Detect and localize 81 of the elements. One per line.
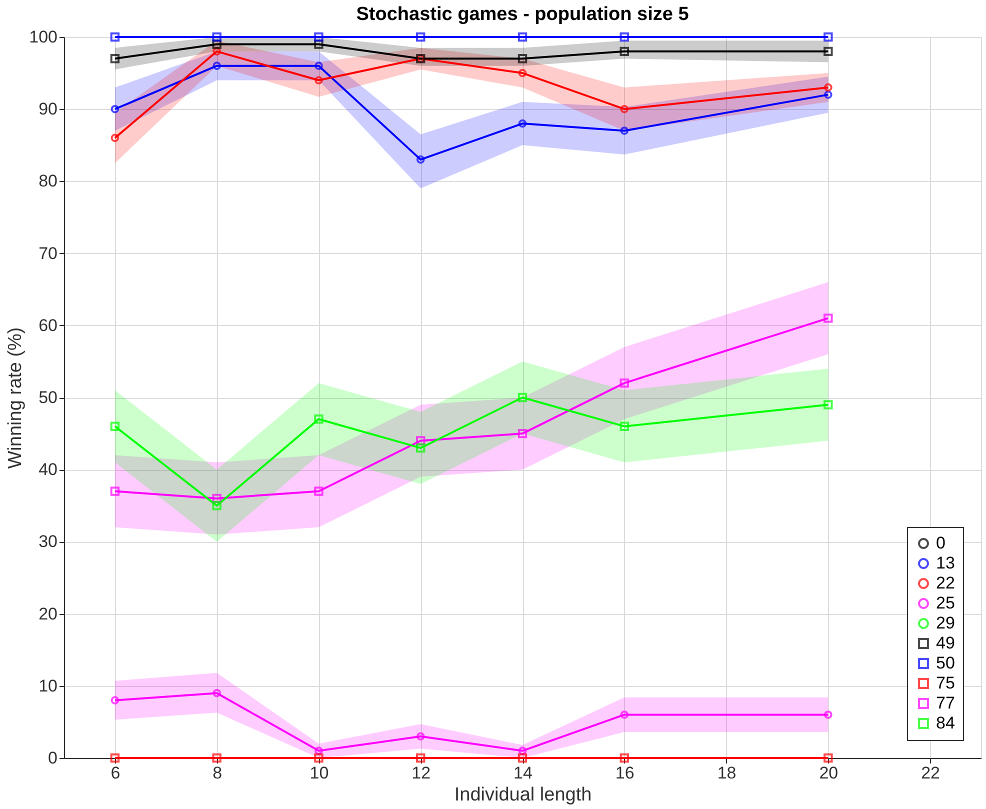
legend-label: 49 [936, 634, 955, 652]
legend-label: 13 [936, 554, 955, 572]
x-tick-label: 22 [921, 764, 940, 782]
point [314, 76, 323, 84]
point [212, 47, 221, 56]
point [314, 753, 324, 763]
point [824, 32, 833, 42]
point [416, 436, 426, 446]
point [110, 32, 120, 42]
x-tick-label: 6 [110, 764, 120, 782]
point [314, 414, 324, 424]
point [518, 32, 528, 42]
y-tick-label: 20 [38, 604, 58, 624]
x-tick-label: 20 [819, 764, 838, 782]
point [518, 428, 528, 438]
point [824, 314, 833, 323]
y-tick-label: 0 [48, 748, 58, 768]
x-tick-label: 10 [310, 764, 329, 782]
point [314, 746, 323, 755]
point [620, 104, 629, 114]
x-tick-label: 8 [212, 764, 222, 782]
legend-label: 77 [936, 694, 955, 712]
point [212, 40, 222, 49]
point [620, 378, 629, 388]
y-tick-label: 10 [38, 676, 58, 696]
point [416, 753, 426, 763]
point [620, 422, 629, 431]
point [416, 443, 426, 453]
legend-label: 84 [936, 714, 955, 732]
y-tick-label: 60 [38, 316, 58, 335]
point [518, 392, 528, 402]
y-tick-label: 50 [38, 388, 58, 407]
point [416, 155, 425, 164]
point [416, 32, 426, 42]
point [212, 32, 222, 42]
x-axis-title: Individual length [454, 784, 592, 806]
point [620, 753, 629, 763]
point [110, 54, 120, 64]
point [518, 54, 528, 64]
legend-label: 25 [936, 594, 955, 612]
point [212, 753, 222, 763]
point [314, 62, 323, 70]
legend-label: 50 [936, 654, 955, 672]
y-tick-label: 30 [38, 532, 58, 552]
point [416, 732, 425, 741]
point [620, 46, 629, 56]
point [518, 753, 528, 763]
point [620, 126, 629, 135]
point [314, 486, 324, 496]
legend-label: 22 [936, 574, 955, 592]
point [620, 32, 629, 42]
point [314, 40, 324, 49]
point [110, 422, 120, 431]
x-tick-label: 16 [615, 764, 634, 782]
point [824, 46, 833, 56]
y-tick-label: 90 [38, 100, 58, 119]
point [518, 746, 527, 755]
point [518, 119, 527, 128]
point [314, 32, 324, 42]
x-tick-label: 18 [717, 764, 736, 782]
point [620, 710, 629, 719]
y-tick-label: 40 [38, 460, 58, 480]
y-tick-label: 80 [38, 172, 58, 191]
chart-title: Stochastic games - population size 5 [356, 4, 690, 25]
legend-label: 75 [936, 674, 955, 692]
point [212, 501, 222, 510]
point [110, 486, 120, 496]
point [518, 68, 527, 78]
point [824, 400, 833, 410]
y-axis-title: Winning rate (%) [5, 327, 26, 469]
x-tick-label: 14 [514, 764, 532, 782]
y-tick-label: 70 [38, 244, 58, 263]
point [212, 688, 221, 698]
point [212, 494, 222, 504]
point [110, 753, 120, 763]
legend-label: 0 [936, 534, 946, 552]
x-tick-label: 12 [412, 764, 431, 782]
point [824, 753, 833, 763]
legend-label: 29 [936, 614, 955, 632]
y-tick-label: 100 [29, 28, 58, 46]
point [212, 62, 221, 70]
